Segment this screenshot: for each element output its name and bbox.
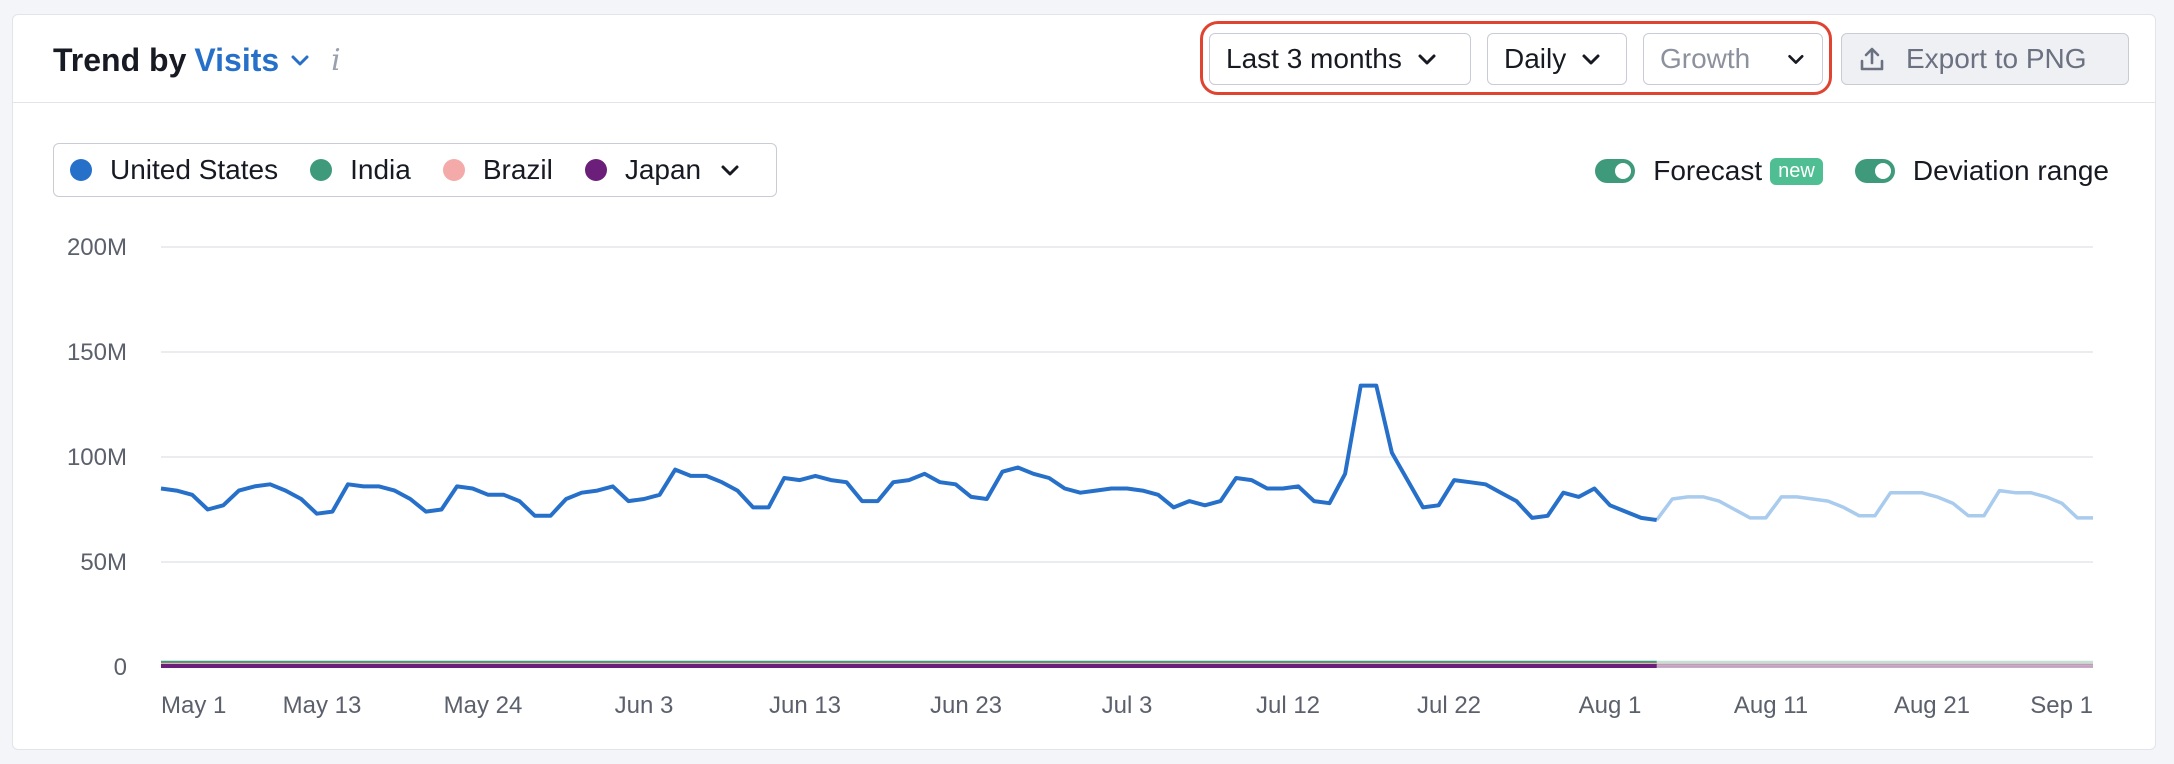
toggle-switch[interactable]	[1595, 159, 1636, 183]
y-tick-label: 200M	[67, 234, 127, 261]
legend-label: United States	[110, 154, 279, 185]
date-range-dropdown[interactable]: Last 3 months	[1209, 33, 1471, 85]
x-tick-label: Jul 22	[1417, 692, 1481, 719]
series-color-dot	[442, 159, 465, 181]
legend-item-brazil[interactable]: Brazil	[442, 154, 553, 186]
x-tick-label: Jun 3	[615, 692, 674, 719]
legend-label: India	[350, 154, 411, 185]
forecast-toggle[interactable]: Forecast new	[1595, 155, 1823, 187]
series-color-dot	[584, 159, 607, 181]
chart-toggles: Forecast new Deviation range	[1563, 155, 2109, 187]
x-tick-label: Jul 12	[1256, 692, 1320, 719]
deviation-label: Deviation range	[1912, 155, 2109, 186]
x-tick-label: Aug 21	[1894, 692, 1970, 719]
info-icon[interactable]: i	[331, 42, 341, 78]
export-label: Export to PNG	[1906, 43, 2087, 74]
period-value: Daily	[1504, 43, 1567, 74]
metric-selector[interactable]: Visits	[194, 41, 280, 78]
y-tick-label: 0	[114, 654, 127, 681]
deviation-range-toggle[interactable]: Deviation range	[1854, 155, 2109, 187]
x-tick-label: Jun 13	[769, 692, 841, 719]
legend-label: Japan	[624, 154, 702, 185]
x-tick-label: Aug 1	[1579, 692, 1642, 719]
y-tick-label: 150M	[67, 339, 127, 366]
line-chart: 200M 150M 100M 50M 0 May 1 May 13 May 24 Jun 3 Ju…	[67, 234, 2093, 719]
legend-item-united-states[interactable]: United States	[70, 154, 278, 186]
y-tick-label: 50M	[80, 549, 127, 576]
series-color-dot	[310, 159, 333, 181]
chart-title: Trend by Visits i	[53, 41, 341, 79]
series-line-united-states	[160, 383, 1657, 522]
chevron-down-icon[interactable]	[719, 159, 741, 181]
chevron-down-icon	[1418, 54, 1436, 65]
y-tick-label: 100M	[67, 444, 127, 471]
series-color-dot	[70, 159, 92, 181]
title-prefix: Trend by	[53, 41, 187, 78]
new-badge: new	[1770, 157, 1823, 185]
x-tick-label: May 24	[444, 692, 523, 719]
x-tick-label: May 13	[283, 692, 362, 719]
trend-card: Trend by Visits i Last 3 months Daily Gr…	[12, 14, 2156, 750]
growth-dropdown[interactable]: Growth	[1643, 33, 1823, 85]
export-png-button[interactable]: Export to PNG	[1841, 33, 2129, 85]
x-tick-label: Jul 3	[1102, 692, 1153, 719]
date-range-value: Last 3 months	[1226, 43, 1402, 74]
x-tick-label: Sep 1	[2030, 692, 2093, 719]
growth-value: Growth	[1660, 43, 1751, 74]
controls-highlight	[1200, 21, 1832, 95]
legend-item-japan[interactable]: Japan	[584, 154, 741, 186]
x-tick-label: May 1	[161, 692, 226, 719]
series-legend[interactable]: United States India Brazil Japan	[53, 143, 777, 197]
period-dropdown[interactable]: Daily	[1487, 33, 1627, 85]
legend-label: Brazil	[482, 154, 553, 185]
x-tick-label: Jun 23	[930, 692, 1002, 719]
chevron-down-icon	[1788, 54, 1804, 64]
forecast-label: Forecast	[1653, 155, 1763, 186]
legend-item-india[interactable]: India	[310, 154, 411, 186]
chevron-down-icon	[1582, 54, 1600, 65]
card-header: Trend by Visits i Last 3 months Daily Gr…	[13, 15, 2155, 103]
upload-icon	[1860, 47, 1884, 71]
forecast-line	[1655, 488, 2093, 522]
chevron-down-icon[interactable]	[289, 49, 311, 71]
x-tick-label: Aug 11	[1734, 692, 1808, 719]
toggle-switch[interactable]	[1854, 159, 1895, 183]
